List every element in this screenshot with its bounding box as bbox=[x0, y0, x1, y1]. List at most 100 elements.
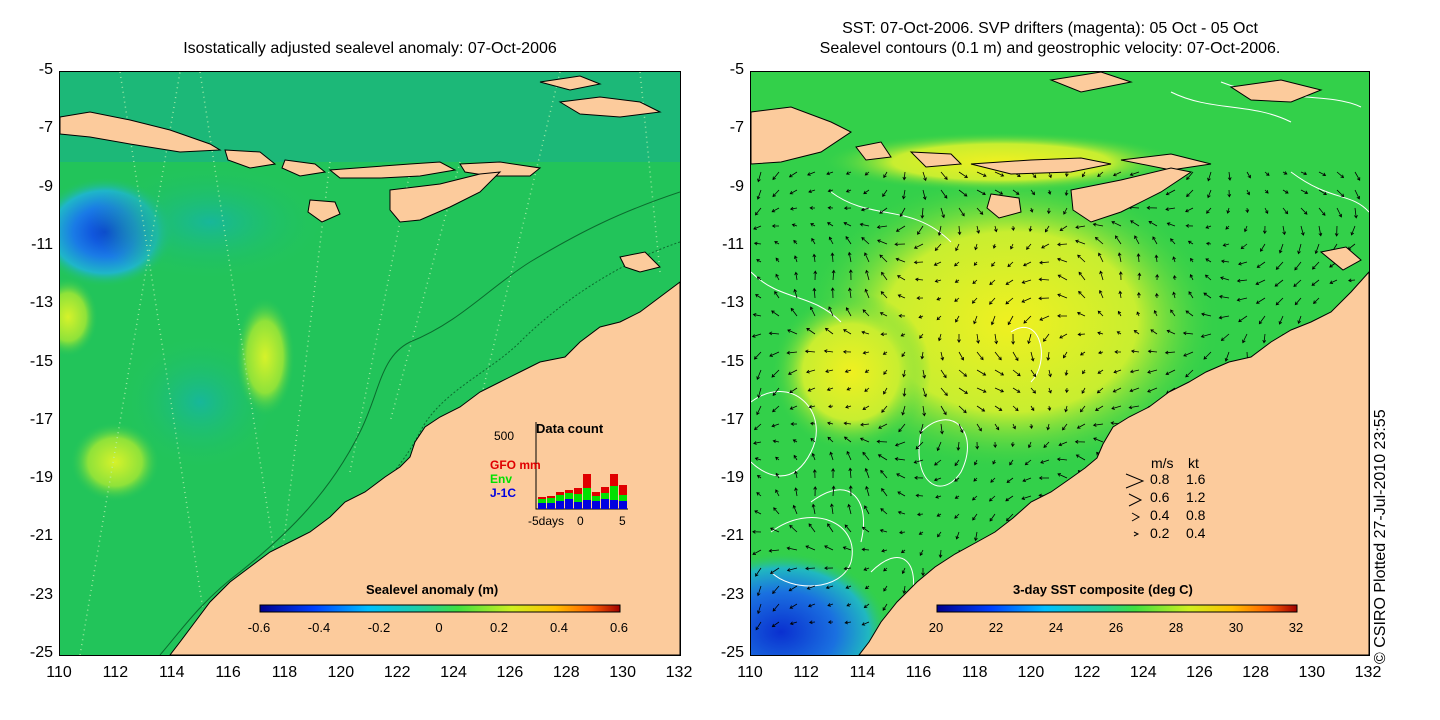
data-count-bar bbox=[619, 495, 627, 501]
velocity-arrow bbox=[754, 457, 762, 461]
velocity-arrow bbox=[1242, 333, 1248, 344]
velocity-arrow bbox=[1057, 242, 1068, 247]
velocity-arrow bbox=[1148, 220, 1158, 227]
velocity-arrow bbox=[1130, 349, 1140, 354]
velocity-arrow bbox=[1220, 333, 1230, 341]
velocity-arrow bbox=[994, 225, 998, 233]
velocity-arrow bbox=[806, 585, 816, 590]
lat-label: -13 bbox=[29, 294, 53, 312]
velocity-arrow bbox=[1260, 243, 1266, 252]
velocity-arrow bbox=[878, 423, 888, 429]
velocity-arrow bbox=[1282, 171, 1288, 175]
data-count-bar bbox=[538, 503, 546, 509]
velocity-arrow bbox=[1264, 189, 1269, 194]
lon-label: 130 bbox=[609, 664, 636, 681]
velocity-arrow bbox=[1047, 405, 1052, 412]
sst-colorbar-title: 3-day SST composite (deg C) bbox=[1013, 582, 1193, 597]
lon-label: 112 bbox=[102, 664, 129, 681]
sealevel-anomaly-map[interactable] bbox=[59, 71, 681, 656]
velocity-arrow bbox=[1136, 311, 1140, 317]
velocity-arrow bbox=[1056, 457, 1068, 462]
velocity-arrow bbox=[808, 189, 816, 194]
velocity-arrow bbox=[843, 221, 852, 227]
velocity-arrow bbox=[824, 566, 834, 571]
velocity-arrow bbox=[756, 189, 762, 200]
lon-label: 132 bbox=[1354, 664, 1382, 681]
velocity-arrow bbox=[915, 441, 924, 450]
velocity-arrow bbox=[848, 467, 853, 479]
velocity-arrow bbox=[794, 487, 798, 497]
velocity-arrow bbox=[1336, 207, 1343, 218]
velocity-arrow bbox=[807, 603, 816, 608]
velocity-arrow bbox=[844, 369, 852, 373]
velocity-arrow bbox=[1097, 171, 1104, 177]
lon-label: 124 bbox=[440, 664, 467, 681]
velocity-arrow bbox=[848, 287, 852, 299]
velocity-arrow bbox=[860, 207, 870, 212]
velocity-arrow bbox=[831, 269, 836, 281]
velocity-arrow bbox=[794, 470, 798, 479]
data-count-bar bbox=[601, 493, 609, 499]
velocity-arrow bbox=[864, 467, 870, 479]
velocity-legend-ms: 0.6 bbox=[1150, 489, 1170, 505]
velocity-arrow bbox=[812, 287, 817, 299]
australia-land[interactable] bbox=[169, 281, 680, 655]
velocity-arrow bbox=[845, 189, 852, 193]
velocity-arrow bbox=[1147, 369, 1158, 374]
velocity-arrow bbox=[1039, 315, 1050, 321]
velocity-arrow bbox=[789, 621, 798, 626]
velocity-arrow bbox=[915, 493, 924, 498]
velocity-legend-header-ms: m/s bbox=[1151, 455, 1174, 471]
velocity-arrow bbox=[1278, 243, 1284, 254]
velocity-legend-ms: 0.4 bbox=[1150, 507, 1170, 523]
australia-land-right[interactable] bbox=[858, 271, 1369, 655]
velocity-arrow bbox=[1096, 387, 1104, 394]
velocity-arrow bbox=[773, 507, 780, 515]
velocity-arrow bbox=[958, 369, 968, 377]
velocity-arrow bbox=[956, 441, 961, 451]
lon-label: 128 bbox=[1242, 664, 1269, 681]
velocity-arrow bbox=[919, 423, 924, 435]
velocity-arrow bbox=[958, 189, 968, 197]
velocity-arrow bbox=[756, 405, 762, 416]
velocity-arrow bbox=[863, 567, 870, 571]
velocity-arrow bbox=[1282, 207, 1289, 215]
velocity-arrow bbox=[922, 189, 927, 201]
velocity-arrow bbox=[756, 492, 762, 497]
data-count-bar bbox=[583, 474, 591, 488]
velocity-arrow bbox=[1183, 351, 1194, 357]
data-count-bar bbox=[538, 497, 546, 499]
velocity-arrow bbox=[976, 171, 987, 177]
velocity-arrow bbox=[1039, 260, 1050, 265]
velocity-arrow bbox=[1243, 225, 1248, 233]
velocity-arrow bbox=[937, 531, 942, 538]
sst-velocity-map[interactable] bbox=[750, 71, 1370, 656]
velocity-arrow bbox=[976, 333, 980, 344]
velocity-arrow bbox=[1246, 189, 1250, 196]
velocity-arrow bbox=[1118, 290, 1123, 299]
sst-colorbar-tick: 26 bbox=[1108, 620, 1124, 635]
velocity-arrow bbox=[755, 621, 762, 631]
credit-text: © CSIRO Plotted 27-Jul-2010 23:55 bbox=[1372, 409, 1389, 664]
velocity-arrow bbox=[809, 306, 816, 317]
data-count-bar bbox=[592, 501, 600, 509]
velocity-arrow bbox=[1164, 350, 1176, 355]
velocity-arrow bbox=[790, 307, 798, 317]
velocity-arrow bbox=[1294, 297, 1302, 306]
velocity-arrow bbox=[1012, 387, 1021, 393]
velocity-arrow bbox=[902, 369, 906, 378]
velocity-arrow bbox=[861, 526, 870, 533]
velocity-arrow bbox=[1155, 273, 1160, 281]
velocity-arrow bbox=[954, 279, 960, 283]
velocity-arrow bbox=[826, 171, 834, 176]
velocity-arrow bbox=[1129, 387, 1140, 393]
velocity-arrow bbox=[1012, 405, 1019, 412]
shelf-contour bbox=[159, 191, 680, 655]
velocity-arrow bbox=[933, 477, 942, 482]
velocity-arrow bbox=[753, 441, 762, 445]
velocity-arrow bbox=[864, 505, 870, 515]
data-count-title: Data count bbox=[536, 421, 604, 436]
velocity-arrow bbox=[1064, 405, 1068, 413]
sst-colorbar-tick: 32 bbox=[1288, 620, 1304, 635]
lon-label: 118 bbox=[271, 664, 298, 681]
